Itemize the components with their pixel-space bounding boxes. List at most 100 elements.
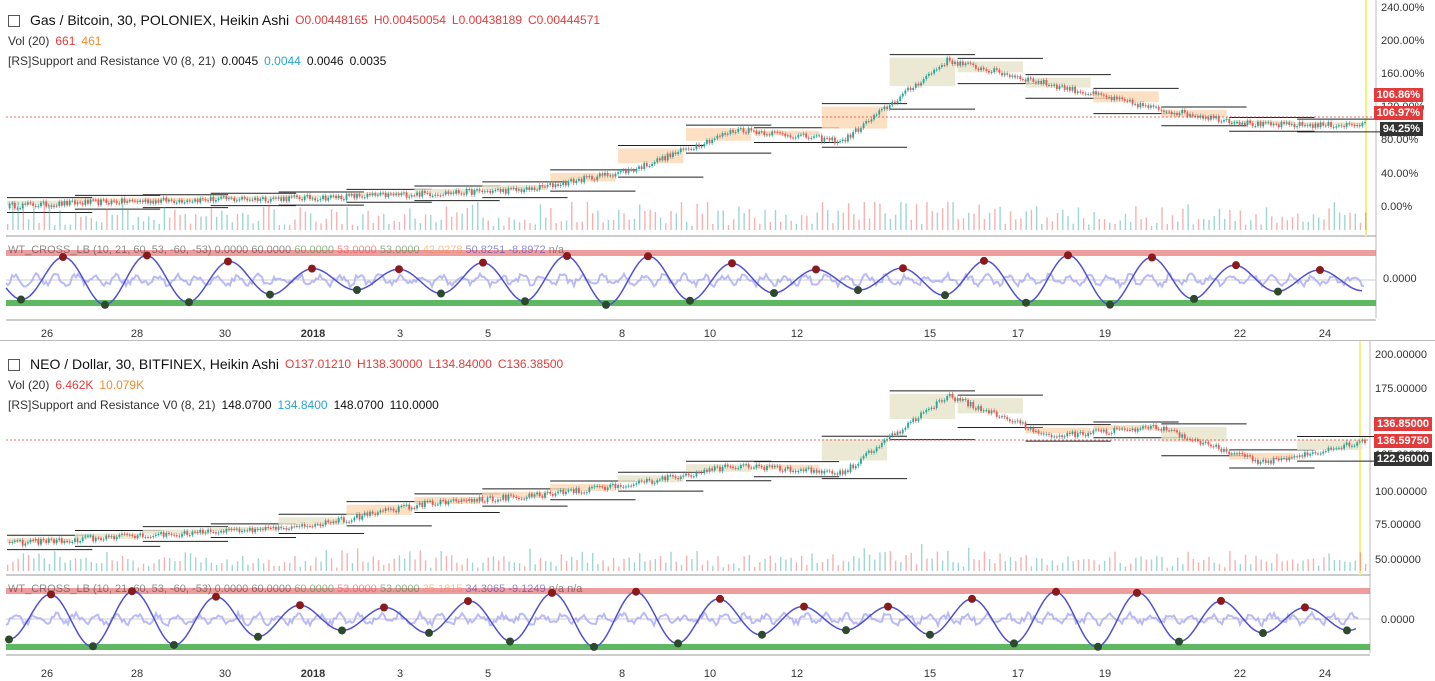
volume-bar (1088, 224, 1090, 230)
candle-body (374, 193, 377, 196)
volume-bar (874, 202, 876, 230)
osc-val-7: -8.8972 (508, 244, 546, 256)
candle-body (1129, 99, 1131, 102)
volume-bar (842, 560, 845, 571)
volume-bar (1234, 221, 1236, 230)
candle-body (531, 493, 533, 497)
candle-body (849, 464, 852, 473)
candle-body (397, 193, 400, 196)
candle-body (11, 202, 14, 204)
candle-body (136, 201, 139, 203)
candle-body (81, 537, 84, 542)
volume-bar (158, 223, 160, 230)
candle-body (416, 505, 418, 509)
volume-bar (383, 213, 385, 230)
volume-bar (1140, 219, 1142, 230)
candle-body (272, 197, 275, 199)
volume-bar (1260, 224, 1262, 230)
candle-body (183, 531, 186, 534)
candle-body (698, 472, 700, 474)
candle-body (121, 198, 123, 204)
candle-body (1142, 426, 1144, 429)
candle-body (42, 539, 45, 541)
candle-body (580, 178, 583, 183)
candle-body (66, 201, 68, 206)
candle-body (1063, 85, 1066, 90)
candle-body (450, 500, 452, 502)
candle-body (489, 190, 492, 193)
volume-bar (450, 217, 453, 230)
candle-body (815, 135, 818, 137)
candle-body (1008, 74, 1011, 77)
candle-body (533, 187, 536, 190)
volume-bar (659, 556, 662, 571)
candle-body (698, 144, 700, 148)
candle-body (1296, 126, 1298, 128)
volume-bar (168, 558, 171, 571)
candle-body (854, 465, 857, 469)
volume-bar (482, 562, 484, 571)
candle-body (452, 192, 455, 194)
volume-bar (529, 223, 531, 230)
candle-body (907, 87, 909, 91)
chart-pane-neo-usd[interactable]: 200.00000175.00000150.00000125.00000100.… (0, 341, 1435, 681)
candle-body (786, 466, 789, 469)
sr-zone (142, 197, 209, 202)
sr-zone (1229, 120, 1295, 125)
volume-bar (1229, 550, 1231, 571)
candle-body (1066, 432, 1069, 437)
candle-body (557, 491, 559, 494)
volume-bar (769, 222, 771, 230)
candle-body (178, 535, 181, 537)
candle-body (708, 139, 711, 144)
candle-body (131, 534, 134, 536)
candle-body (353, 194, 356, 199)
volume-bar (174, 561, 176, 571)
candle-body (115, 536, 118, 540)
collapse-toggle-icon[interactable] (8, 359, 20, 371)
sr-zone (482, 491, 548, 498)
volume-bar (889, 551, 892, 571)
candle-body (836, 473, 839, 475)
cross-dot-high (632, 587, 640, 596)
volume-bar (884, 213, 886, 230)
cross-dot-low (521, 297, 529, 306)
candle-body (494, 190, 497, 192)
candle-body (1116, 96, 1118, 100)
volume-bar (1103, 560, 1106, 571)
volume-bar (1145, 559, 1148, 571)
sr-zone (618, 475, 684, 483)
candle-body (632, 484, 635, 486)
osc-label: WT_CROSS_LB (10, 21, 60, 53, -60, -53) (8, 583, 212, 595)
candle-body (1189, 114, 1191, 117)
candle-body (1155, 425, 1157, 429)
candle-body (1126, 100, 1129, 102)
cross-dot-low (506, 637, 514, 646)
price-plot-neo-usd[interactable]: 200.00000175.00000150.00000125.00000100.… (0, 341, 1435, 681)
candle-body (71, 541, 74, 543)
candle-body (298, 525, 301, 527)
candle-body (517, 189, 520, 191)
vol-row: Vol (20) 661 461 (8, 34, 600, 48)
candle-body (640, 480, 643, 482)
candle-body (1157, 106, 1160, 110)
candle-body (551, 183, 554, 188)
candle-body (110, 200, 113, 205)
candle-body (136, 535, 139, 538)
volume-bar (12, 561, 14, 571)
volume-bar (1286, 560, 1289, 571)
collapse-toggle-icon[interactable] (8, 15, 20, 27)
candle-body (961, 61, 964, 66)
volume-bar (999, 206, 1001, 230)
candle-body (995, 411, 998, 417)
candle-body (128, 200, 131, 202)
volume-bar (790, 557, 792, 571)
price-plot-gas-btc[interactable]: 240.00%200.00%160.00%120.00%80.00%40.00%… (0, 0, 1435, 340)
volume-bar (445, 206, 448, 230)
chart-pane-gas-btc[interactable]: 240.00%200.00%160.00%120.00%80.00%40.00%… (0, 0, 1435, 340)
candle-body (546, 184, 549, 187)
volume-bar (456, 212, 458, 230)
sr-zone (1297, 439, 1363, 451)
candle-body (196, 531, 199, 533)
volume-bar (524, 566, 526, 571)
